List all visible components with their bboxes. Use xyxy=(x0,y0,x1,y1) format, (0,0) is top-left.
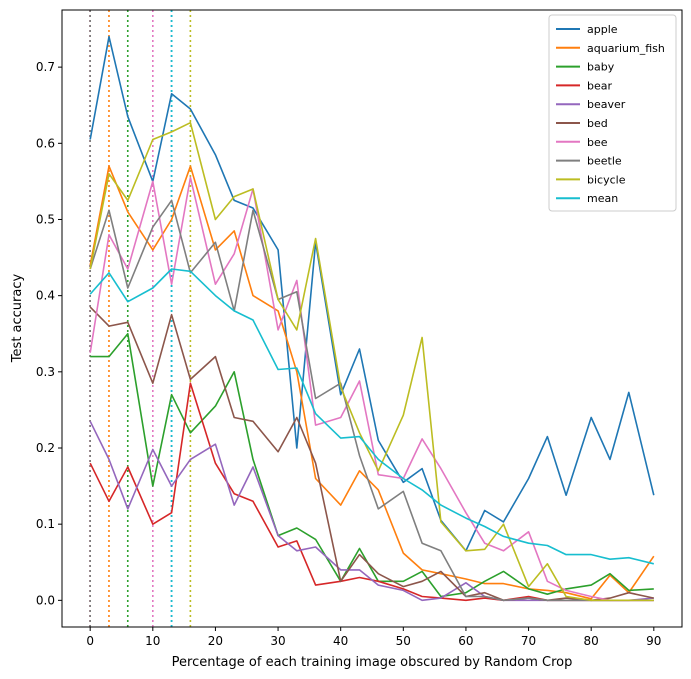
legend-label-aquarium_fish: aquarium_fish xyxy=(587,42,665,55)
x-tick-label: 10 xyxy=(145,634,160,648)
series-line-beetle xyxy=(89,199,654,602)
legend-label-mean: mean xyxy=(587,192,618,205)
axes-frame xyxy=(61,9,683,628)
legend-label-bear: bear xyxy=(587,79,612,92)
y-tick-label: 0.7 xyxy=(36,60,55,74)
y-tick-label: 0.6 xyxy=(36,136,55,150)
y-axis-ticks: 0.0 0.1 0.2 0.3 0.4 0.5 0.6 0.7 xyxy=(36,60,62,607)
y-axis-label: Test accuracy xyxy=(10,274,25,364)
legend-label-bed: bed xyxy=(587,117,608,130)
series-line-bicycle xyxy=(89,121,654,602)
series-line-bee xyxy=(89,176,654,602)
y-tick-label: 0.4 xyxy=(36,289,55,303)
x-axis-ticks: 0 10 20 30 40 50 60 70 80 90 xyxy=(86,627,661,648)
x-tick-label: 50 xyxy=(396,634,411,648)
legend-label-bicycle: bicycle xyxy=(587,173,626,186)
x-tick-label: 0 xyxy=(86,634,94,648)
x-tick-label: 20 xyxy=(208,634,223,648)
legend-label-baby: baby xyxy=(587,61,615,74)
series-line-apple xyxy=(89,35,655,552)
y-tick-label: 0.1 xyxy=(36,517,55,531)
legend-label-apple: apple xyxy=(587,23,618,36)
y-tick-label: 0.3 xyxy=(36,365,55,379)
x-tick-label: 30 xyxy=(270,634,285,648)
y-tick-label: 0.5 xyxy=(36,212,55,226)
x-tick-label: 60 xyxy=(458,634,473,648)
legend-label-bee: bee xyxy=(587,136,608,149)
x-tick-label: 70 xyxy=(521,634,536,648)
legend-label-beaver: beaver xyxy=(587,98,626,111)
series-line-bed xyxy=(89,306,654,602)
x-tick-label: 40 xyxy=(333,634,348,648)
series-line-mean xyxy=(89,268,654,565)
series-lines xyxy=(89,35,655,602)
legend-label-beetle: beetle xyxy=(587,155,622,168)
x-tick-label: 80 xyxy=(584,634,599,648)
y-tick-label: 0.2 xyxy=(36,441,55,455)
x-axis-label: Percentage of each training image obscur… xyxy=(172,655,573,670)
y-tick-label: 0.0 xyxy=(36,593,55,607)
x-tick-label: 90 xyxy=(646,634,661,648)
legend-box xyxy=(548,14,677,212)
